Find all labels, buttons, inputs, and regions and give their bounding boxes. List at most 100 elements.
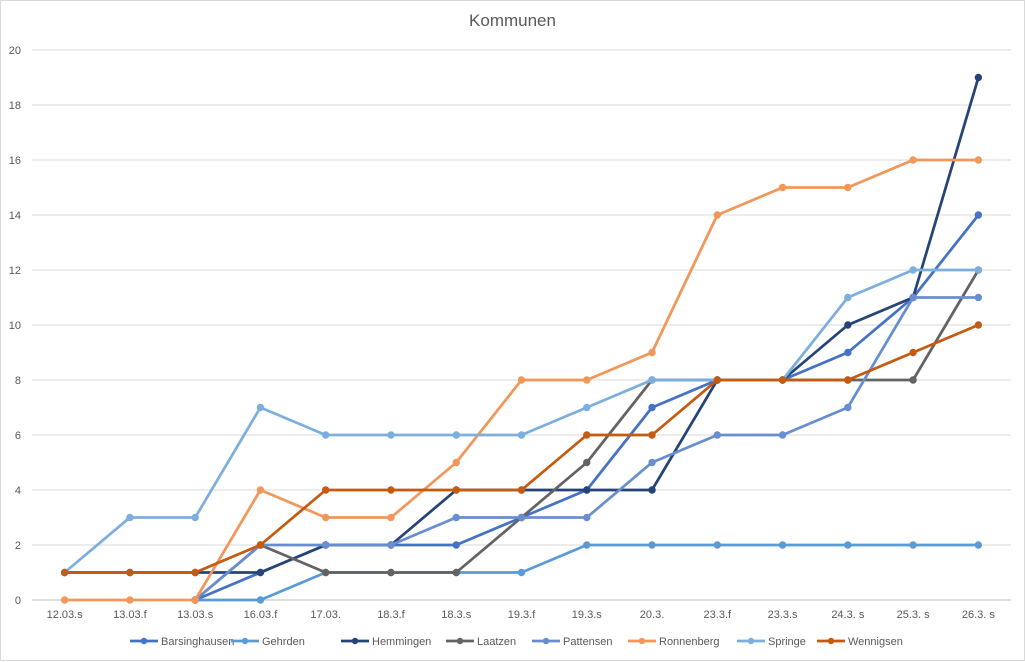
data-point — [648, 458, 656, 467]
y-tick-label: 2 — [15, 540, 21, 552]
legend-label: Pattensen — [563, 636, 613, 648]
data-point — [844, 183, 852, 192]
data-point — [256, 403, 265, 412]
x-tick-label: 17.03. — [310, 609, 341, 621]
data-point — [583, 541, 591, 549]
data-point — [844, 321, 852, 329]
data-point — [583, 403, 591, 412]
data-point — [974, 156, 983, 164]
data-point — [583, 486, 591, 494]
data-point — [909, 156, 917, 164]
legend-item: Ronnenberg — [628, 636, 720, 648]
legend-item: Wennigsen — [817, 636, 903, 648]
legend-swatch-marker — [351, 637, 359, 645]
data-point — [583, 458, 591, 467]
data-point — [126, 568, 134, 577]
data-point — [126, 596, 134, 604]
data-point — [778, 183, 787, 192]
data-point — [778, 431, 787, 439]
data-point — [256, 568, 265, 577]
data-point — [583, 431, 591, 439]
data-point — [974, 321, 983, 329]
data-point — [909, 266, 917, 274]
series-line — [63, 323, 980, 574]
data-point — [909, 376, 917, 384]
data-point — [517, 431, 526, 439]
data-point — [60, 568, 69, 577]
y-tick-label: 0 — [15, 595, 21, 607]
legend-label: Gehrden — [262, 636, 305, 648]
data-point — [648, 403, 656, 412]
y-tick-label: 12 — [9, 265, 21, 277]
data-point — [974, 266, 983, 274]
legend-swatch-marker — [827, 637, 835, 645]
y-tick-label: 4 — [15, 485, 21, 497]
data-point — [517, 376, 526, 384]
data-point — [648, 486, 656, 494]
data-point — [778, 376, 787, 384]
legend-label: Hemmingen — [372, 636, 431, 648]
data-point — [452, 431, 460, 439]
legend-item: Springe — [737, 636, 806, 648]
data-point — [713, 541, 721, 549]
x-tick-label: 16.03.f — [244, 609, 279, 621]
legend-label: Springe — [768, 636, 806, 648]
x-tick-label: 19.3.f — [508, 609, 536, 621]
legend-label: Ronnenberg — [659, 636, 720, 648]
legend-item: Pattensen — [532, 636, 613, 648]
data-point — [648, 431, 656, 439]
legend-swatch-marker — [241, 637, 249, 645]
data-point — [322, 431, 330, 439]
legend-item: Laatzen — [446, 636, 516, 648]
legend-swatch-marker — [140, 637, 148, 645]
x-tick-label: 23.3.s — [768, 609, 798, 621]
data-point — [387, 541, 395, 549]
legend-swatch-marker — [456, 637, 464, 645]
y-tick-label: 6 — [15, 430, 21, 442]
data-point — [387, 513, 395, 522]
x-tick-label: 20.3. — [640, 609, 664, 621]
data-point — [583, 513, 591, 522]
data-point — [648, 541, 656, 549]
legend-item: Barsinghausen — [130, 636, 234, 648]
series-line — [63, 268, 980, 574]
data-point — [648, 348, 656, 357]
y-tick-label: 14 — [9, 210, 21, 222]
data-point — [974, 293, 983, 302]
data-point — [517, 568, 526, 577]
data-point — [126, 513, 134, 522]
data-point — [517, 486, 526, 494]
x-tick-label: 18.3.f — [377, 609, 405, 621]
data-point — [387, 568, 395, 577]
data-point — [322, 486, 330, 494]
data-point — [452, 513, 460, 522]
legend-label: Barsinghausen — [161, 636, 234, 648]
y-tick-label: 16 — [9, 155, 21, 167]
data-point — [844, 293, 852, 302]
y-tick-label: 20 — [9, 45, 21, 57]
legend-swatch-marker — [638, 637, 646, 645]
data-point — [452, 486, 460, 494]
data-point — [844, 348, 852, 357]
data-point — [60, 596, 69, 604]
legend-swatch-marker — [542, 637, 550, 645]
data-point — [909, 348, 917, 357]
data-point — [191, 568, 199, 577]
data-point — [322, 541, 330, 549]
series-pattensen — [191, 293, 983, 604]
data-point — [191, 513, 199, 522]
x-tick-label: 12.03.s — [47, 609, 84, 621]
data-point — [909, 541, 917, 549]
data-point — [974, 211, 983, 219]
series-wennigsen — [60, 321, 983, 577]
data-point — [256, 596, 265, 604]
chart-title: Kommunen — [469, 11, 556, 30]
data-point — [974, 541, 983, 549]
data-point — [517, 513, 526, 522]
data-point — [322, 513, 330, 522]
x-tick-label: 23.3.f — [704, 609, 732, 621]
data-point — [256, 541, 265, 549]
x-tick-label: 26.3. s — [962, 609, 996, 621]
data-point — [452, 458, 460, 467]
